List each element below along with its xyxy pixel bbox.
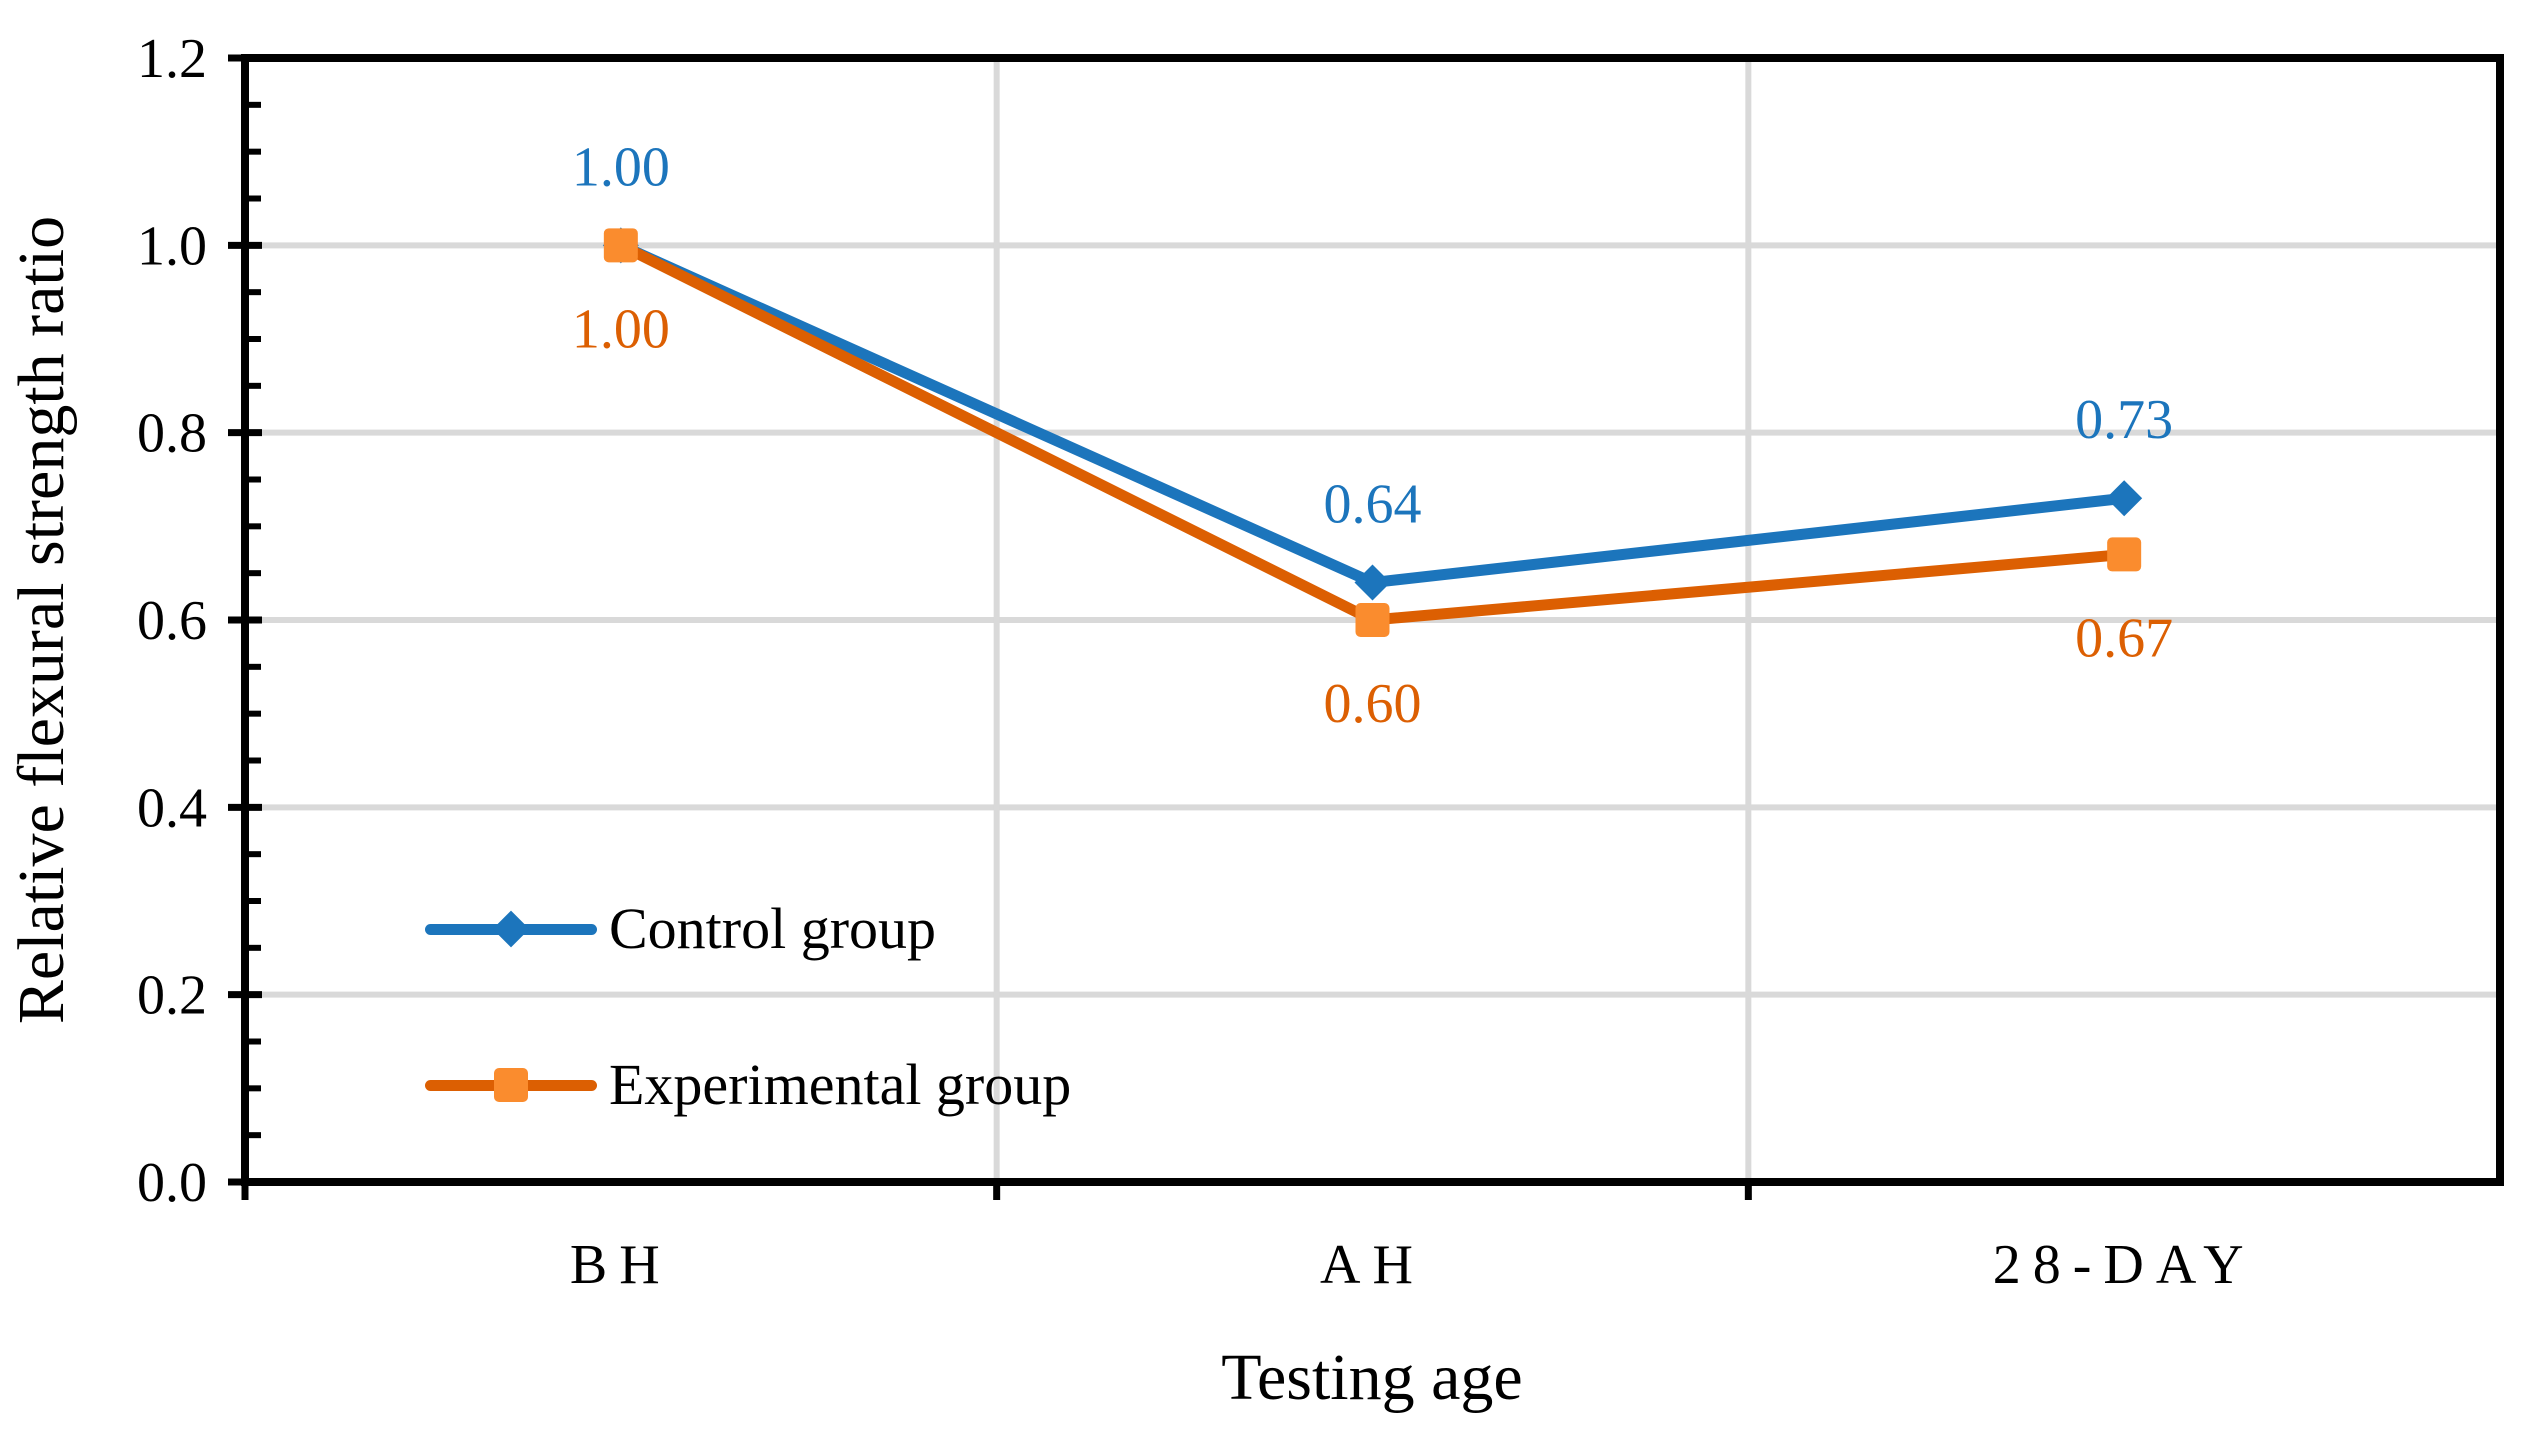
y-axis-tick-label: 1.0 [137,215,207,277]
data-label-experimental-group: 0.60 [1324,673,1422,735]
legend-line-sample [425,1068,597,1102]
category-label: AH [1320,1234,1425,1296]
diamond-marker-icon [492,910,530,948]
marker-diamond-control-group [2106,480,2143,517]
marker-square-experimental-group [1355,603,1390,637]
legend-item-experimental-group: Experimental group [425,1043,1071,1127]
marker-square-experimental-group [603,228,638,263]
y-axis-tick-label: 0.6 [137,590,207,652]
legend-line-sample [425,910,597,948]
data-label-experimental-group: 1.00 [572,298,670,360]
marker-square-experimental-group [2107,537,2142,572]
data-label-experimental-group: 0.67 [2075,607,2173,669]
y-axis-tick-label: 0.4 [137,777,207,839]
legend-item-control-group: Control group [425,887,936,971]
category-label: 28-DAY [1993,1234,2256,1296]
data-label-control-group: 0.73 [2075,389,2173,451]
data-label-control-group: 0.64 [1324,474,1422,536]
legend-label: Control group [609,896,937,961]
y-axis-title: Relative flexural strength ratio [5,215,78,1025]
data-label-control-group: 1.00 [572,136,670,198]
y-axis-tick-label: 0.2 [137,965,207,1027]
y-axis-tick-label: 0.0 [137,1152,207,1214]
x-axis-title: Testing age [1221,1341,1523,1414]
y-axis-tick-label: 1.2 [137,28,207,90]
category-label: BH [570,1234,672,1296]
marker-diamond-control-group [1354,564,1391,601]
legend-label: Experimental group [609,1052,1072,1117]
square-marker-icon [494,1068,528,1102]
y-axis-tick-label: 0.8 [137,403,207,465]
